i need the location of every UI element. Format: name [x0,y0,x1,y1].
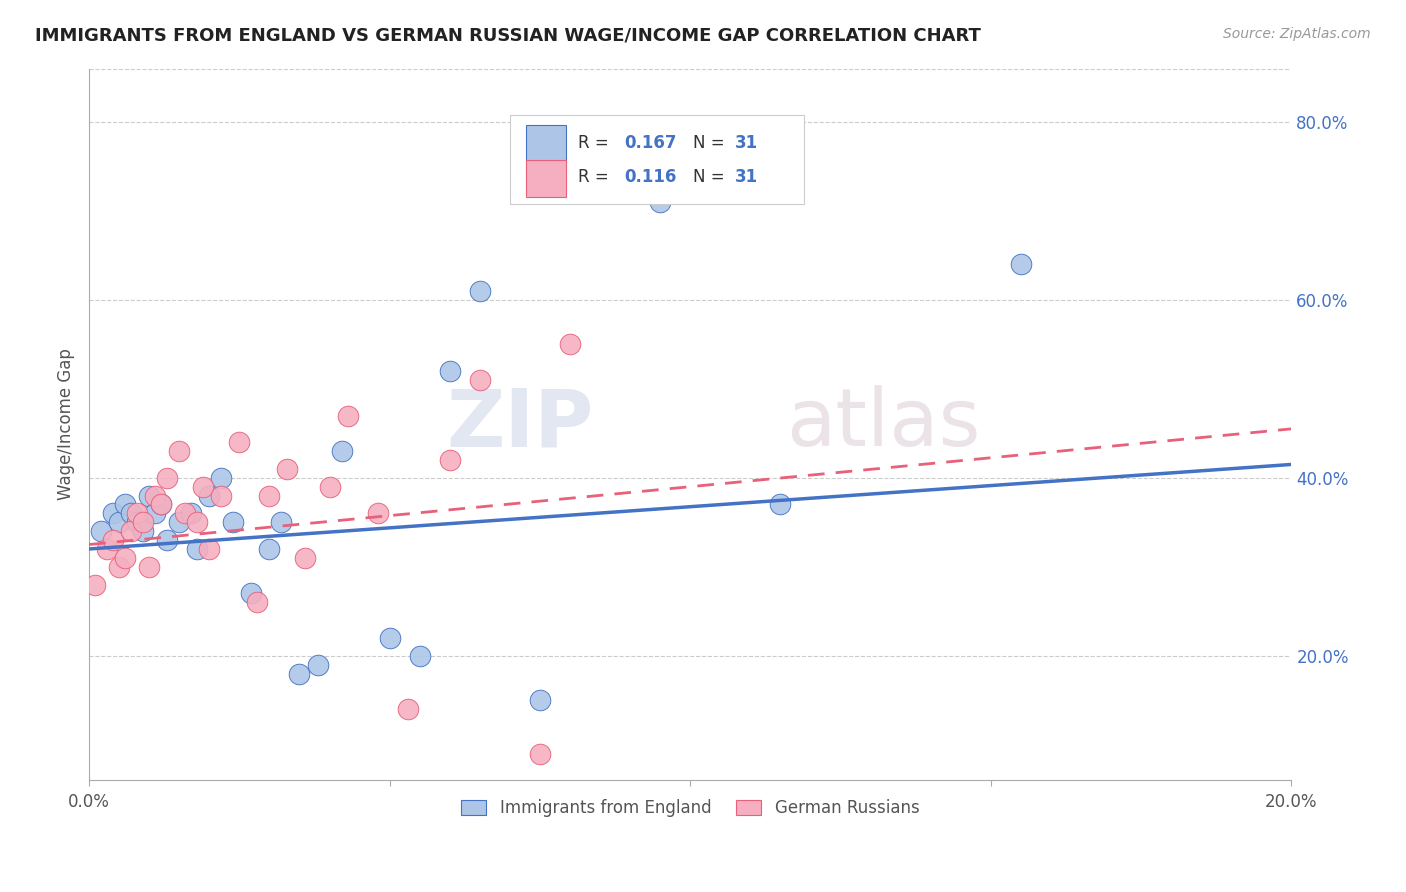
Point [96,541,118,556]
Point [222,516,245,530]
Text: N =: N = [693,135,730,153]
Point [120,524,142,538]
Point [367,507,389,521]
Text: N =: N = [693,169,730,186]
Point [138,559,160,574]
Point [318,480,340,494]
Point [529,693,551,707]
Point [336,409,359,423]
Point [174,507,197,521]
Text: Source: ZipAtlas.com: Source: ZipAtlas.com [1223,27,1371,41]
FancyBboxPatch shape [526,160,567,196]
Point [150,498,173,512]
Point [114,550,136,565]
Text: 0.167: 0.167 [624,135,676,153]
Point [209,471,232,485]
Point [246,595,269,609]
Point [276,462,298,476]
Point [127,507,149,521]
Point [101,507,124,521]
Point [132,524,155,538]
Point [186,516,208,530]
Point [1010,257,1032,271]
Point [288,666,311,681]
FancyBboxPatch shape [510,115,804,203]
Point [156,471,179,485]
Point [198,541,221,556]
Point [143,489,166,503]
Point [396,702,419,716]
Point [108,559,131,574]
Point [143,507,166,521]
Point [468,373,491,387]
Point [468,284,491,298]
Point [108,516,131,530]
Point [84,577,107,591]
Point [209,489,232,503]
Point [378,631,401,645]
Point [198,489,221,503]
Point [127,516,149,530]
Point [529,747,551,761]
Text: ZIP: ZIP [447,385,595,464]
Point [156,533,179,547]
Text: 0.116: 0.116 [624,169,676,186]
Point [150,498,173,512]
Y-axis label: Wage/Income Gap: Wage/Income Gap [58,349,75,500]
Text: R =: R = [578,169,614,186]
Point [180,507,202,521]
Text: 31: 31 [735,135,758,153]
Point [307,657,329,672]
Point [186,541,208,556]
Point [439,364,461,378]
Point [270,516,292,530]
Point [90,524,112,538]
Point [101,533,124,547]
Point [138,489,160,503]
Text: IMMIGRANTS FROM ENGLAND VS GERMAN RUSSIAN WAGE/INCOME GAP CORRELATION CHART: IMMIGRANTS FROM ENGLAND VS GERMAN RUSSIA… [35,27,981,45]
Point [167,516,190,530]
Point [259,489,281,503]
Point [259,541,281,556]
Text: 31: 31 [735,169,758,186]
Point [114,498,136,512]
Point [409,648,432,663]
FancyBboxPatch shape [526,126,567,162]
Text: atlas: atlas [786,385,981,464]
Point [193,480,215,494]
Point [294,550,316,565]
Point [167,444,190,458]
Point [120,507,142,521]
Point [650,194,672,209]
Point [240,586,263,600]
Point [330,444,353,458]
Point [132,516,155,530]
Point [439,453,461,467]
Point [558,337,581,351]
Point [769,498,792,512]
Point [228,435,250,450]
Legend: Immigrants from England, German Russians: Immigrants from England, German Russians [453,790,928,825]
Text: R =: R = [578,135,614,153]
